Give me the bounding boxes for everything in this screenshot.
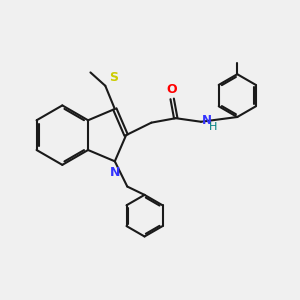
Text: N: N: [202, 114, 212, 127]
Text: H: H: [209, 122, 217, 132]
Text: O: O: [166, 83, 177, 96]
Text: S: S: [109, 71, 118, 84]
Text: N: N: [110, 166, 121, 179]
